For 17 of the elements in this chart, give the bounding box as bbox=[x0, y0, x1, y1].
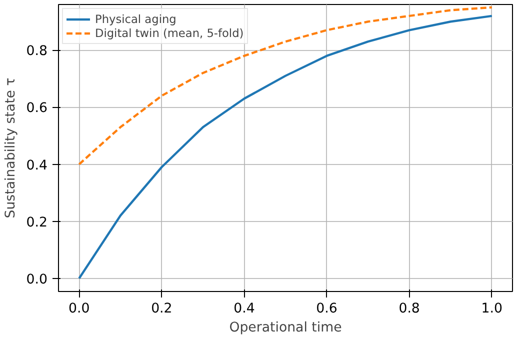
x-tick-label: 0.2 bbox=[151, 302, 172, 316]
line-series bbox=[78, 14, 493, 280]
legend-label: Physical aging bbox=[95, 12, 176, 26]
y-tick-label: 0.0 bbox=[26, 272, 48, 288]
y-tick-label: 0.4 bbox=[26, 158, 48, 174]
x-axis-title: Operational time bbox=[229, 320, 342, 336]
y-tick-label: 0.2 bbox=[26, 215, 48, 230]
y-tick-label: 0.8 bbox=[26, 44, 48, 60]
x-tick-label: 0.4 bbox=[234, 302, 255, 316]
legend-label: Digital twin (mean, 5-fold) bbox=[95, 26, 244, 40]
x-tick-label: 0.6 bbox=[316, 302, 338, 316]
x-tick-label: 0.8 bbox=[398, 302, 420, 316]
line-series bbox=[78, 6, 493, 166]
x-tick-label: 1.0 bbox=[481, 302, 502, 316]
y-tick-label: 0.6 bbox=[26, 101, 48, 116]
x-tick-label: 0.0 bbox=[68, 302, 90, 316]
y-axis-title: Sustainability state τ bbox=[3, 78, 18, 218]
